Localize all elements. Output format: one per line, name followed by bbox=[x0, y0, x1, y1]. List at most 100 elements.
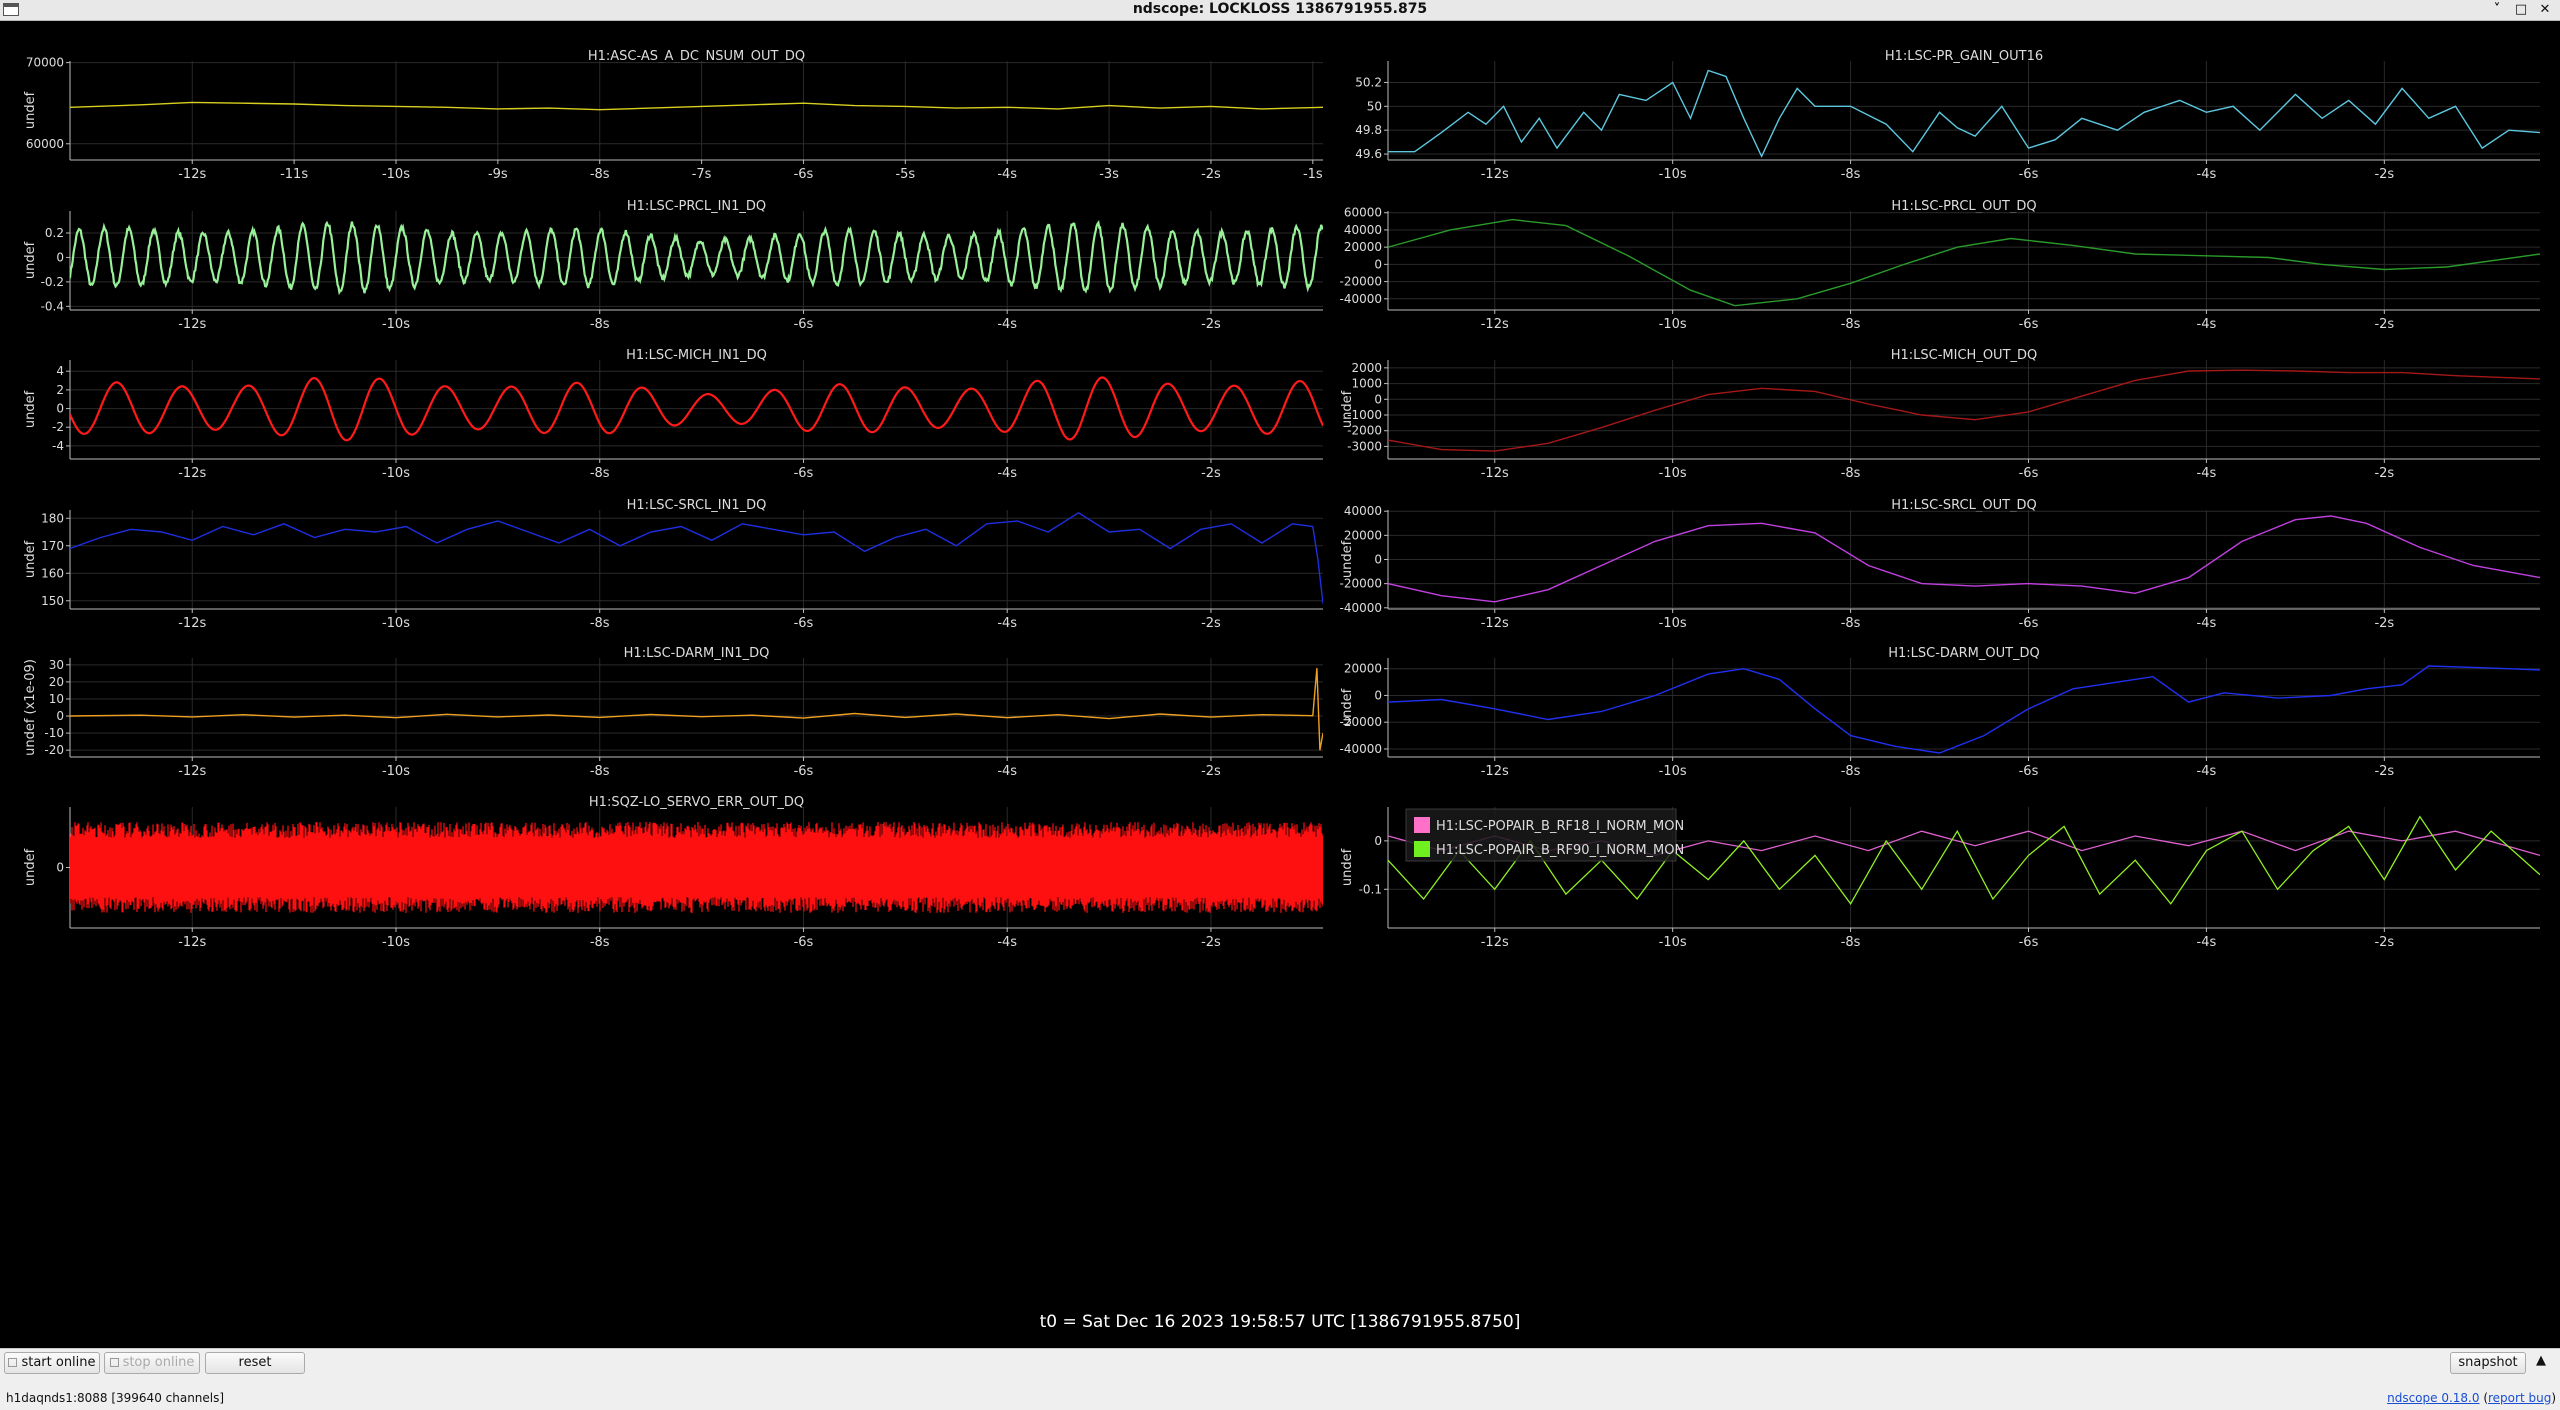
y-axis-label: undef bbox=[23, 241, 38, 279]
plot-title: H1:LSC-SRCL_OUT_DQ bbox=[1891, 498, 2037, 513]
x-tick-label: -4s bbox=[2197, 616, 2217, 631]
plot-8: H1:LSC-SRCL_OUT_DQ -12s -10s -8s -6s -4s -2s 40… bbox=[1339, 498, 2540, 631]
x-tick-label: -6s bbox=[794, 616, 814, 631]
plot-title: H1:LSC-DARM_IN1_DQ bbox=[624, 646, 770, 661]
close-window-icon[interactable]: ✕ bbox=[2539, 2, 2551, 17]
x-tick-label: -6s bbox=[794, 466, 814, 481]
x-tick-label: -4s bbox=[997, 764, 1017, 779]
plots-canvas[interactable]: H1:ASC-AS_A_DC_NSUM_OUT_DQ -12s -11s -10s -9… bbox=[0, 21, 2560, 1348]
series-line bbox=[70, 511, 1323, 604]
y-tick-label: 49.6 bbox=[1355, 147, 1382, 161]
x-tick-label: -6s bbox=[794, 764, 814, 779]
x-tick-label: -2s bbox=[1201, 616, 1221, 631]
series-line bbox=[1388, 815, 2540, 905]
x-tick-label: -12s bbox=[178, 317, 206, 332]
collapse-up-icon[interactable]: ▲ bbox=[2536, 1353, 2546, 1368]
maximize-window-icon[interactable]: □ bbox=[2514, 2, 2528, 17]
y-tick-label: 0 bbox=[56, 709, 64, 723]
y-tick-label: -20 bbox=[44, 743, 64, 757]
x-tick-label: -5s bbox=[895, 167, 915, 182]
x-tick-label: -6s bbox=[794, 167, 814, 182]
y-tick-label: -0.1 bbox=[1359, 882, 1382, 896]
x-tick-label: -4s bbox=[2197, 764, 2217, 779]
x-tick-label: -10s bbox=[1659, 616, 1687, 631]
start-online-label: start online bbox=[21, 1355, 96, 1370]
series-line bbox=[70, 220, 1323, 296]
x-tick-label: -2s bbox=[2374, 935, 2394, 950]
y-axis-label: undef bbox=[1340, 848, 1355, 886]
x-tick-label: -2s bbox=[1201, 764, 1221, 779]
y-tick-label: 50.2 bbox=[1355, 75, 1382, 89]
legend-label: H1:LSC-POPAIR_B_RF18_I_NORM_MON bbox=[1436, 819, 1684, 834]
x-tick-label: -8s bbox=[590, 764, 610, 779]
y-tick-label: 4 bbox=[56, 364, 64, 378]
x-tick-label: -6s bbox=[2019, 167, 2039, 182]
plot-title: H1:SQZ-LO_SERVO_ERR_OUT_DQ bbox=[589, 795, 804, 810]
y-axis-label: undef bbox=[23, 91, 38, 129]
plot-5: H1:LSC-MICH_IN1_DQ -12s -10s -8s -6s -4s -2s 4 2… bbox=[23, 348, 1323, 481]
x-tick-label: -6s bbox=[2019, 466, 2039, 481]
reset-button[interactable]: reset bbox=[205, 1352, 305, 1374]
y-tick-label: 180 bbox=[41, 511, 64, 525]
y-tick-label: -40000 bbox=[1339, 601, 1382, 615]
plot-title: H1:LSC-PRCL_OUT_DQ bbox=[1891, 199, 2036, 214]
x-tick-label: -8s bbox=[1841, 764, 1861, 779]
y-axis-label: undef bbox=[1340, 540, 1355, 578]
y-tick-label: 0 bbox=[1374, 392, 1382, 406]
report-bug-link[interactable]: report bug bbox=[2488, 1391, 2552, 1405]
x-tick-label: -12s bbox=[178, 466, 206, 481]
legend-label: H1:LSC-POPAIR_B_RF90_I_NORM_MON bbox=[1436, 843, 1684, 858]
y-tick-label: 150 bbox=[41, 594, 64, 608]
x-tick-label: -3s bbox=[1099, 167, 1119, 182]
series-line bbox=[1388, 218, 2540, 307]
x-tick-label: -12s bbox=[178, 764, 206, 779]
y-axis-label: undef bbox=[23, 390, 38, 428]
y-tick-label: 0 bbox=[56, 861, 64, 875]
x-tick-label: -2s bbox=[1201, 466, 1221, 481]
y-tick-label: 10 bbox=[49, 692, 64, 706]
x-tick-label: -10s bbox=[382, 935, 410, 950]
y-tick-label: -0.4 bbox=[41, 299, 64, 313]
x-tick-label: -4s bbox=[2197, 167, 2217, 182]
x-tick-label: -8s bbox=[1841, 616, 1861, 631]
y-tick-label: -1000 bbox=[1347, 408, 1382, 422]
x-tick-label: -10s bbox=[382, 167, 410, 182]
x-tick-label: -6s bbox=[2019, 935, 2039, 950]
x-tick-label: -10s bbox=[1659, 764, 1687, 779]
series-line bbox=[1388, 69, 2540, 159]
snapshot-button[interactable]: snapshot bbox=[2450, 1352, 2526, 1374]
stop-online-label: stop online bbox=[122, 1355, 195, 1370]
y-tick-label: 2000 bbox=[1351, 361, 1382, 375]
start-online-icon bbox=[8, 1358, 18, 1367]
x-tick-label: -2s bbox=[1201, 935, 1221, 950]
series-line bbox=[70, 376, 1323, 442]
stop-online-button: stop online bbox=[104, 1352, 200, 1374]
y-tick-label: 70000 bbox=[26, 56, 64, 70]
plot-title: H1:LSC-MICH_OUT_DQ bbox=[1891, 348, 2038, 363]
plot-title: H1:LSC-PRCL_IN1_DQ bbox=[627, 199, 766, 214]
x-tick-label: -2s bbox=[2374, 616, 2394, 631]
x-tick-label: -8s bbox=[590, 167, 610, 182]
y-tick-label: 40000 bbox=[1344, 223, 1382, 237]
plot-2: H1:LSC-PR_GAIN_OUT16 -12s -10s -8s -6s -4s -2s… bbox=[1355, 49, 2540, 182]
plot-7: H1:LSC-SRCL_IN1_DQ -12s -10s -8s -6s -4s -2s 18… bbox=[23, 498, 1323, 631]
start-online-button[interactable]: start online bbox=[4, 1352, 100, 1374]
x-tick-label: -4s bbox=[997, 935, 1017, 950]
version-link[interactable]: ndscope 0.18.0 bbox=[2387, 1391, 2480, 1405]
y-tick-label: 60000 bbox=[1344, 206, 1382, 220]
nds-server-status: h1daqnds1:8088 [399640 channels] bbox=[6, 1391, 225, 1405]
plot-11: H1:SQZ-LO_SERVO_ERR_OUT_DQ -12s -10s -8s -6s… bbox=[23, 795, 1323, 950]
minimize-window-icon[interactable]: ˅ bbox=[2493, 2, 2501, 17]
window-title: ndscope: LOCKLOSS 1386791955.875 bbox=[1132, 1, 1428, 17]
plot-title: H1:ASC-AS_A_DC_NSUM_OUT_DQ bbox=[588, 49, 805, 64]
x-tick-label: -12s bbox=[1481, 317, 1509, 332]
x-tick-label: -7s bbox=[692, 167, 712, 182]
plot-grid[interactable]: H1:ASC-AS_A_DC_NSUM_OUT_DQ -12s -11s -10s -9… bbox=[0, 21, 2560, 1348]
x-tick-label: -12s bbox=[1481, 935, 1509, 950]
series-line bbox=[70, 101, 1323, 111]
y-tick-label: -20000 bbox=[1339, 577, 1382, 591]
x-tick-label: -12s bbox=[1481, 167, 1509, 182]
y-tick-label: -20000 bbox=[1339, 275, 1382, 289]
y-tick-label: -40000 bbox=[1339, 742, 1382, 756]
x-tick-label: -10s bbox=[1659, 167, 1687, 182]
